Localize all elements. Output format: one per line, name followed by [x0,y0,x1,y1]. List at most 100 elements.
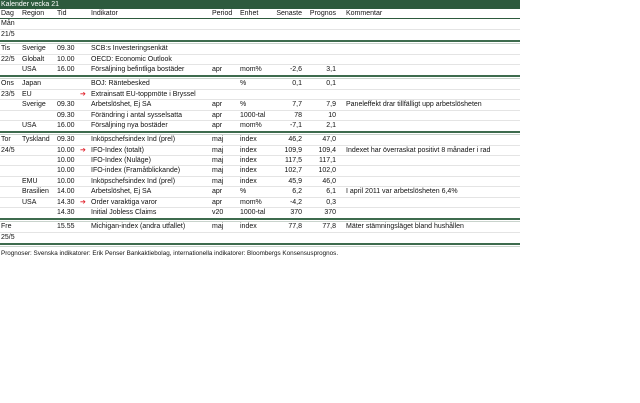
cell-tid: 09.30 [57,136,75,144]
cell-period: maj [212,223,224,231]
cell-indikator: IFO-Index (Nuläge) [91,157,151,165]
cell-indikator: BOJ: Räntebesked [91,80,150,88]
table-row: Sverige 09.30 Arbetslöshet, Ej SA apr% 7,7 7,… [0,100,520,111]
cell-tid: 15.55 [57,223,75,231]
cell-region: Brasilien [22,188,49,196]
cell-indikator: IFO-index (Framåtblickande) [91,167,181,175]
calendar-table: Kalender vecka 21 Dag Region Tid Indikat… [0,0,520,258]
cell-period: apr [212,65,223,73]
cell-tid: 09.30 [57,111,75,119]
cell-kommentar: Indexet har överraskat positivt 8 månade… [346,146,491,154]
header-enhet: Enhet [240,10,259,17]
cell-tid: 10.00 [57,55,75,63]
cell-enhet: % [240,188,247,196]
cell-prognos: 102,0 [318,167,336,175]
group-divider [0,243,520,248]
cell-period: maj [212,157,224,165]
cell-enhet: % [240,80,247,88]
cell-dag: Tis [1,45,11,53]
header-row: Dag Region Tid Indikator Period Enhet Se… [0,9,520,20]
table-row: EMU 10.00 Inköpschefsindex Ind (prel) maj in… [0,177,520,188]
table-row: Tor Tyskland 09.30 Inköpschefsindex Ind (pr… [0,135,520,146]
table-row: 23/5 EU Extrainsatt EU-toppmöte i Bryssel ➔ [0,90,520,101]
table-row: 10.00 IFO-Index (Nuläge) maj index 117,5 117,… [0,156,520,167]
cell-prognos: 6,1 [326,188,336,196]
cell-region: Sverige [22,45,46,53]
cell-prognos: 77,8 [322,223,336,231]
cell-indikator: Michigan-index (andra utfallet) [91,223,186,231]
group-divider [0,131,520,136]
cell-indikator: Försäljning nya bostäder [91,121,168,129]
cell-period: maj [212,177,224,185]
cell-tid: 09.30 [57,45,75,53]
cell-indikator: Inköpschefsindex Ind (prel) [91,136,176,144]
cell-senaste: 102,7 [284,167,302,175]
cell-indikator: Arbetslöshet, Ej SA [91,101,152,109]
cell-prognos: 46,0 [322,177,336,185]
table-row: USA 16.00 Försäljning befintliga bostäder a… [0,65,520,74]
cell-period: maj [212,167,224,175]
cell-period: maj [212,146,224,154]
table-title: Kalender vecka 21 [0,0,520,9]
cell-senaste: 78 [294,111,302,119]
cell-indikator: Initial Jobless Claims [91,209,157,217]
table-row: USA 14.30 Order varaktiga varor apr mom% -4,2… [0,198,520,209]
cell-enhet: mom% [240,198,262,206]
cell-prognos: 0,3 [326,198,336,206]
table-row: 25/5 [0,233,520,242]
cell-prognos: 370 [324,209,336,217]
cell-enhet: index [240,167,257,175]
header-region: Region [22,10,45,17]
cell-indikator: Extrainsatt EU-toppmöte i Bryssel [91,90,196,98]
header-tid: Tid [57,10,67,17]
cell-indikator: Förändring i antal sysselsatta [91,111,183,119]
cell-enhet: mom% [240,121,262,129]
cell-enhet: index [240,157,257,165]
cell-dag: 25/5 [1,233,15,241]
cell-enhet: index [240,177,257,185]
cell-region: USA [22,65,37,73]
cell-region: Globalt [22,55,45,63]
cell-dag: Tor [1,136,11,144]
cell-prognos: 2,1 [326,121,336,129]
table-row: 21/5 [0,30,520,39]
cell-senaste: 77,8 [288,223,302,231]
cell-enhet: 1000-tal [240,209,266,217]
cell-senaste: -7,1 [289,121,302,129]
red-arrow-icon: ➔ [80,90,86,98]
cell-tid: 10.00 [57,167,75,175]
cell-senaste: -2,6 [289,65,302,73]
header-indikator: Indikator [91,10,118,17]
red-arrow-icon: ➔ [80,198,86,206]
cell-dag: Ons [1,80,14,88]
cell-region: EMU [22,177,38,185]
cell-period: apr [212,111,223,119]
cell-tid: 16.00 [57,121,75,129]
cell-senaste: 7,7 [292,101,302,109]
cell-dag: 23/5 [1,90,15,98]
cell-indikator: Order varaktiga varor [91,198,158,206]
header-senaste: Senaste [276,10,302,17]
footnote: Prognoser: Svenska indikatorer: Erik Pen… [1,250,339,258]
cell-region: USA [22,198,37,206]
cell-tid: 14.00 [57,188,75,196]
header-dag: Dag [1,10,14,17]
cell-dag: 22/5 [1,55,15,63]
table-row: USA 16.00 Försäljning nya bostäder apr mom% -… [0,121,520,130]
cell-indikator: Inköpschefsindex Ind (prel) [91,177,176,185]
table-row: 09.30 Förändring i antal sysselsatta apr 10… [0,111,520,121]
cell-prognos: 0,1 [326,80,336,88]
table-row: 10.00 IFO-index (Framåtblickande) maj index… [0,166,520,177]
cell-indikator: OECD: Economic Outlook [91,55,172,63]
cell-period: apr [212,188,223,196]
cell-senaste: 109,9 [284,146,302,154]
cell-region: Sverige [22,101,46,109]
cell-tid: 10.00 [57,157,75,165]
header-kommentar: Kommentar [346,10,383,17]
cell-dag: Mån [1,20,15,28]
cell-indikator: Arbetslöshet, Ej SA [91,188,152,196]
cell-enhet: % [240,101,247,109]
table-row: Brasilien 14.00 Arbetslöshet, Ej SA apr% 6,2… [0,187,520,198]
header-prognos: Prognos [309,10,336,17]
group-divider [0,40,520,45]
